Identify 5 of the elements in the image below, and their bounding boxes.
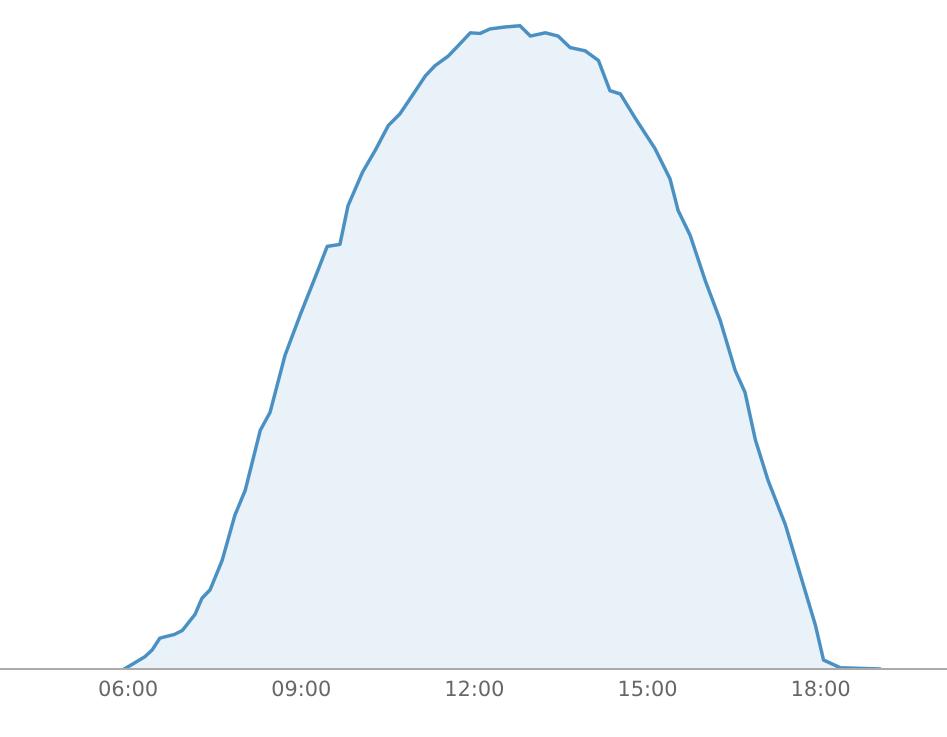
x-tick-label: 06:00: [99, 680, 157, 696]
x-tick-label: 09:00: [272, 680, 330, 696]
x-tick-label: 12:00: [446, 680, 503, 696]
x-tick-label: 18:00: [792, 680, 850, 696]
x-tick-label: 15:00: [620, 680, 676, 696]
